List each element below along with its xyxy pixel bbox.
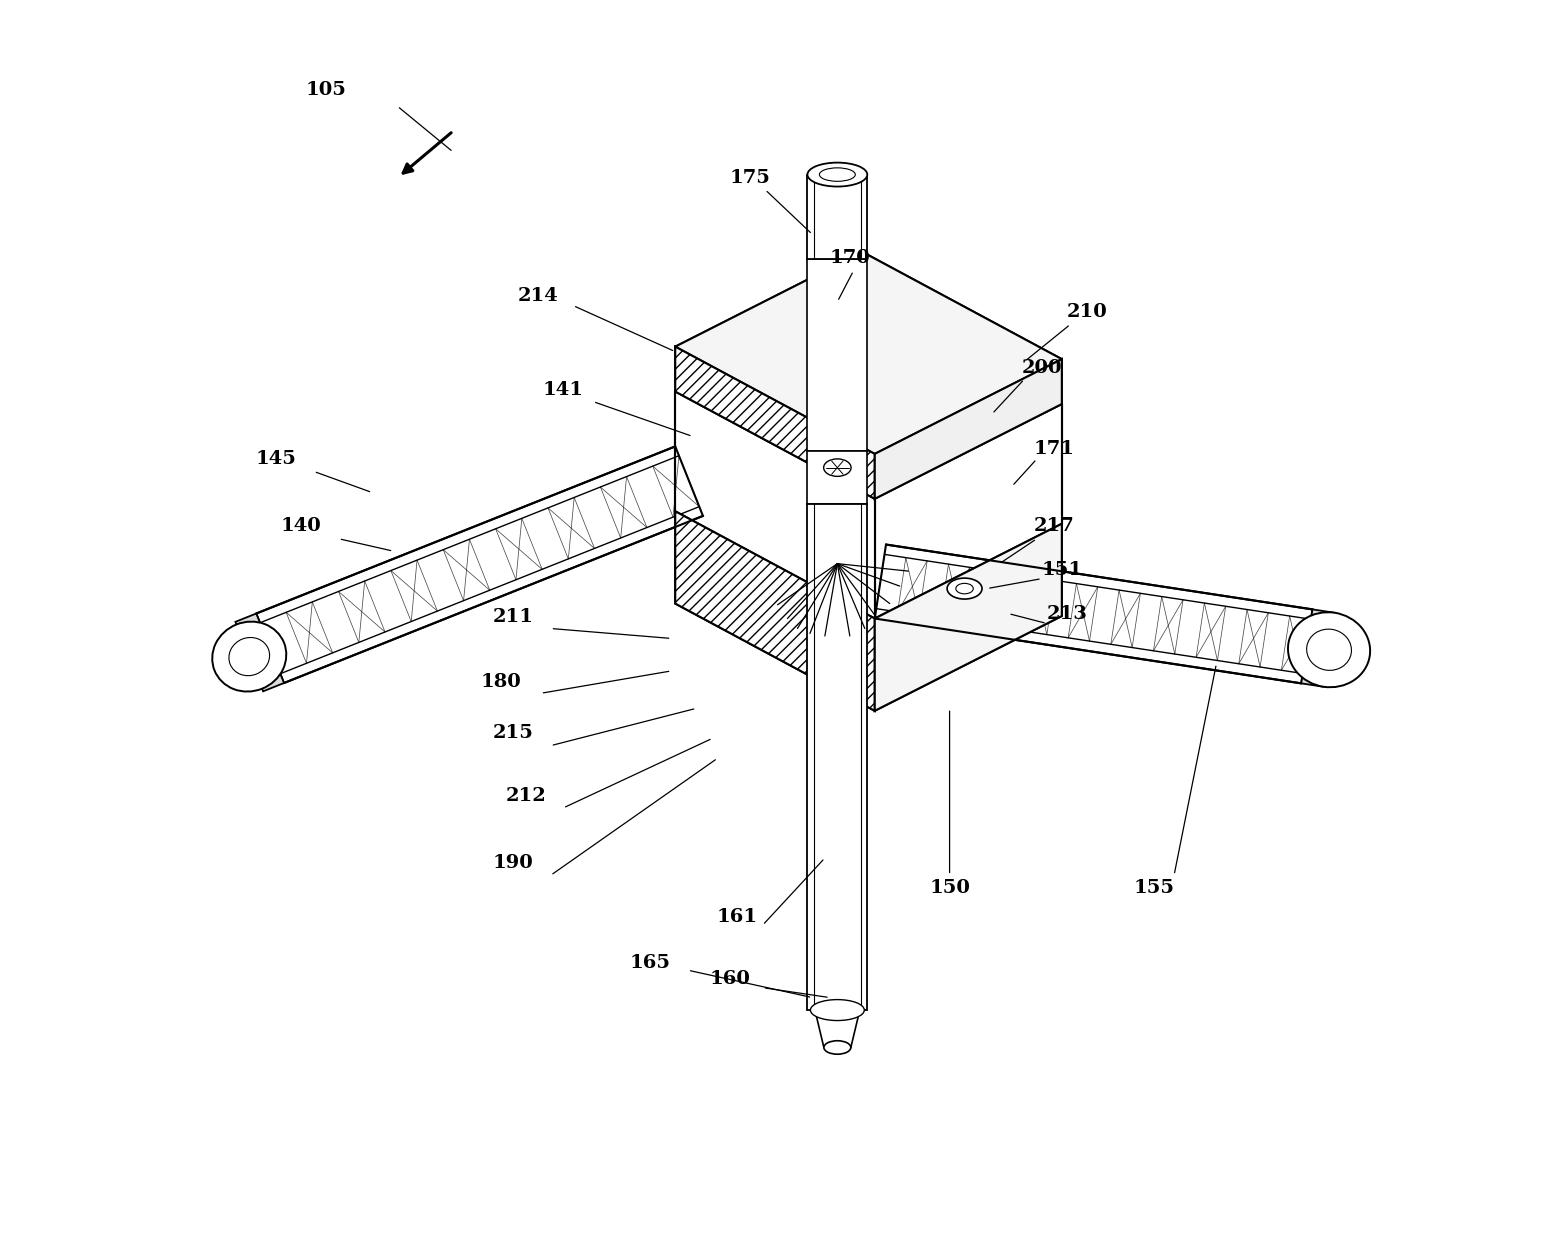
Polygon shape	[807, 451, 868, 504]
Ellipse shape	[947, 579, 983, 599]
Ellipse shape	[229, 637, 269, 676]
Ellipse shape	[819, 168, 855, 181]
Ellipse shape	[807, 162, 868, 187]
Text: 212: 212	[505, 787, 546, 804]
Ellipse shape	[1306, 630, 1351, 671]
Text: 217: 217	[1034, 518, 1075, 535]
Ellipse shape	[824, 459, 851, 476]
Text: 151: 151	[1042, 561, 1082, 579]
Polygon shape	[1302, 610, 1334, 687]
Text: 190: 190	[493, 854, 533, 872]
Text: 210: 210	[1067, 303, 1107, 320]
Text: 215: 215	[493, 725, 533, 742]
Text: 171: 171	[1034, 440, 1075, 458]
Polygon shape	[807, 175, 868, 259]
Polygon shape	[675, 347, 875, 499]
Text: 213: 213	[1047, 605, 1087, 622]
Text: 150: 150	[930, 879, 970, 897]
Text: 105: 105	[306, 81, 347, 99]
Text: 141: 141	[543, 382, 583, 399]
Text: 160: 160	[709, 970, 751, 988]
Polygon shape	[875, 524, 1062, 711]
Text: 155: 155	[1134, 879, 1174, 897]
Text: 165: 165	[630, 954, 670, 971]
Text: 170: 170	[829, 249, 871, 267]
Polygon shape	[675, 511, 875, 711]
Text: 200: 200	[1022, 359, 1062, 377]
Polygon shape	[235, 614, 285, 691]
Text: 140: 140	[281, 518, 322, 535]
Polygon shape	[875, 524, 1062, 711]
Polygon shape	[675, 252, 1062, 454]
Polygon shape	[807, 259, 868, 451]
Ellipse shape	[824, 1041, 851, 1054]
Text: 211: 211	[493, 609, 533, 626]
Ellipse shape	[1288, 612, 1370, 687]
Polygon shape	[875, 359, 1062, 499]
Polygon shape	[675, 347, 875, 499]
Polygon shape	[875, 359, 1062, 499]
Text: 214: 214	[518, 287, 558, 304]
Polygon shape	[675, 511, 875, 711]
Polygon shape	[875, 545, 1312, 683]
Text: 180: 180	[480, 673, 521, 691]
Text: 175: 175	[729, 170, 771, 187]
Polygon shape	[675, 252, 1062, 454]
Polygon shape	[807, 504, 868, 1010]
Text: 161: 161	[717, 908, 759, 925]
Polygon shape	[257, 446, 703, 683]
Polygon shape	[815, 1010, 860, 1047]
Ellipse shape	[211, 621, 286, 692]
Text: 145: 145	[255, 450, 297, 468]
Ellipse shape	[810, 1000, 865, 1020]
Ellipse shape	[956, 584, 973, 594]
